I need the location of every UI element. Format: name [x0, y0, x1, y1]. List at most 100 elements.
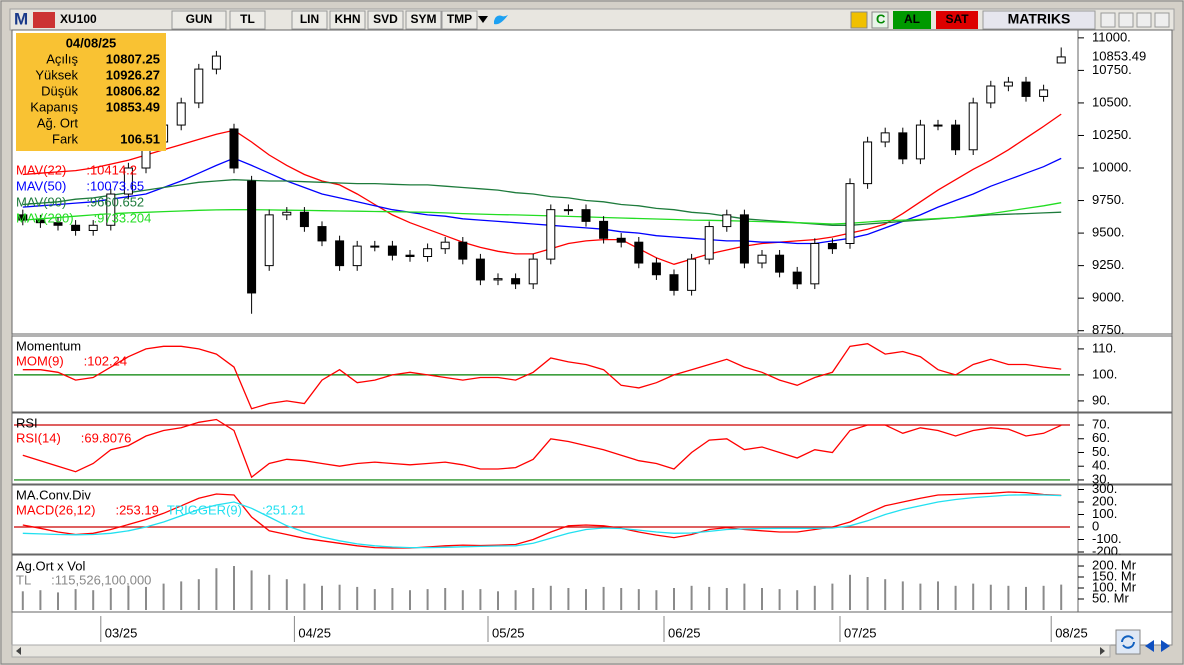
candle-body	[475, 258, 485, 281]
candle-body	[71, 224, 81, 231]
toolbar-button[interactable]	[405, 10, 442, 30]
legend-name: MAV(50)	[16, 178, 66, 193]
info-label: Yüksek	[35, 67, 78, 82]
symbol-icon[interactable]	[33, 12, 55, 28]
panel-title: Ag.Ort x Vol	[16, 558, 85, 573]
candle-body	[933, 124, 943, 127]
sell-button[interactable]	[936, 11, 978, 29]
candle-body	[669, 274, 679, 291]
panel	[11, 29, 1173, 335]
x-tick-label: 06/25	[668, 625, 701, 640]
legend-name: MAV(200)	[16, 210, 74, 225]
maximize-button[interactable]	[1136, 12, 1152, 28]
candle-body	[915, 124, 925, 160]
candle-body	[423, 248, 433, 258]
legend-value: :10073.65	[86, 178, 144, 193]
close-button[interactable]	[1154, 12, 1170, 28]
y-tick-label: 200.	[1092, 493, 1117, 508]
refresh-button[interactable]	[871, 11, 889, 29]
info-label: Açılış	[46, 51, 78, 66]
candle-body	[616, 237, 626, 243]
toolbar-button[interactable]	[229, 10, 266, 30]
candle-body	[299, 211, 309, 228]
x-tick-label: 07/25	[844, 625, 877, 640]
x-tick-label: 08/25	[1055, 625, 1088, 640]
candle-body	[352, 245, 362, 267]
candle-body	[757, 254, 767, 264]
buy-button[interactable]	[893, 11, 931, 29]
toolbar-button[interactable]	[291, 10, 328, 30]
candle-body	[335, 240, 345, 267]
legend-value: :115,526,100,000	[51, 572, 151, 587]
flash-button[interactable]	[850, 11, 868, 29]
scroll-left[interactable]	[1145, 640, 1154, 652]
candle-body	[863, 141, 873, 185]
candle-body	[35, 219, 45, 224]
panel	[11, 412, 1173, 485]
indicator-line	[22, 491, 1062, 549]
toolbar-button-label: SVD	[373, 12, 398, 26]
scrollbar[interactable]	[11, 644, 1111, 658]
info-label: Fark	[52, 131, 79, 146]
toolbar-button[interactable]	[441, 10, 478, 30]
toolbar-button[interactable]	[367, 10, 404, 30]
toolbar-button[interactable]	[171, 10, 227, 30]
twitter-icon[interactable]	[494, 15, 508, 25]
toolbar-button-label: TMP	[447, 12, 472, 26]
y-tick-label: 50. Mr	[1092, 590, 1130, 605]
candle-body	[211, 55, 221, 70]
panel	[11, 484, 1173, 555]
logo: M	[14, 9, 28, 28]
legend-name: MAV(22)	[16, 162, 66, 177]
candle-body	[405, 254, 415, 258]
indicator-line	[22, 343, 1062, 410]
y-tick-label: 10750.	[1092, 62, 1132, 77]
candle-body	[511, 278, 521, 285]
y-tick-label: 0	[1092, 518, 1099, 533]
sync-button[interactable]	[1115, 629, 1141, 655]
info-label: Ağ. Ort	[37, 115, 79, 130]
y-tick-label: 90.	[1092, 392, 1110, 407]
y-tick-label: 9750.	[1092, 192, 1125, 207]
candle-body	[493, 278, 503, 281]
candle-body	[986, 85, 996, 104]
minimize-button[interactable]	[1118, 12, 1134, 28]
dropdown-arrow[interactable]	[478, 16, 488, 23]
legend-name: TL	[16, 572, 31, 587]
toolbar-button-label: GUN	[186, 12, 213, 26]
moving-average-line	[22, 179, 1062, 226]
legend-name: MAV(90)	[16, 194, 66, 209]
y-tick-label: 11000.	[1092, 29, 1131, 44]
candle-body	[634, 241, 644, 264]
toolbar-button[interactable]	[329, 10, 366, 30]
indicator-line	[22, 494, 1062, 549]
candle-body	[792, 271, 802, 285]
candle-body	[951, 124, 961, 151]
candle-body	[18, 214, 28, 221]
candle-body	[88, 224, 98, 231]
toolbar-button-label: SYM	[410, 12, 436, 26]
candle-body	[1056, 56, 1066, 64]
brand-box	[982, 10, 1096, 30]
candle-body	[176, 102, 186, 126]
scroll-right[interactable]	[1161, 640, 1170, 652]
info-value: 10807.25	[106, 51, 160, 66]
panel-title: Momentum	[16, 338, 81, 353]
candle-body	[387, 245, 397, 256]
candle-body	[1003, 81, 1013, 87]
last-price: 10853.49	[1092, 48, 1146, 63]
y-tick-label: 100. Mr	[1092, 579, 1137, 594]
panel	[11, 335, 1173, 413]
menu-button[interactable]	[1100, 12, 1116, 28]
moving-average-line	[22, 157, 1062, 245]
panel-title: RSI	[16, 415, 38, 430]
symbol[interactable]: XU100	[60, 12, 97, 26]
legend-name: MACD(26,12)	[16, 502, 95, 517]
y-tick-label: 150. Mr	[1092, 568, 1137, 583]
brand: MATRIKS	[1008, 11, 1071, 27]
buy-label: AL	[904, 12, 920, 26]
y-tick-label: 9000.	[1092, 290, 1125, 305]
y-tick-label: 100.	[1092, 506, 1117, 521]
candle-body	[651, 262, 661, 276]
